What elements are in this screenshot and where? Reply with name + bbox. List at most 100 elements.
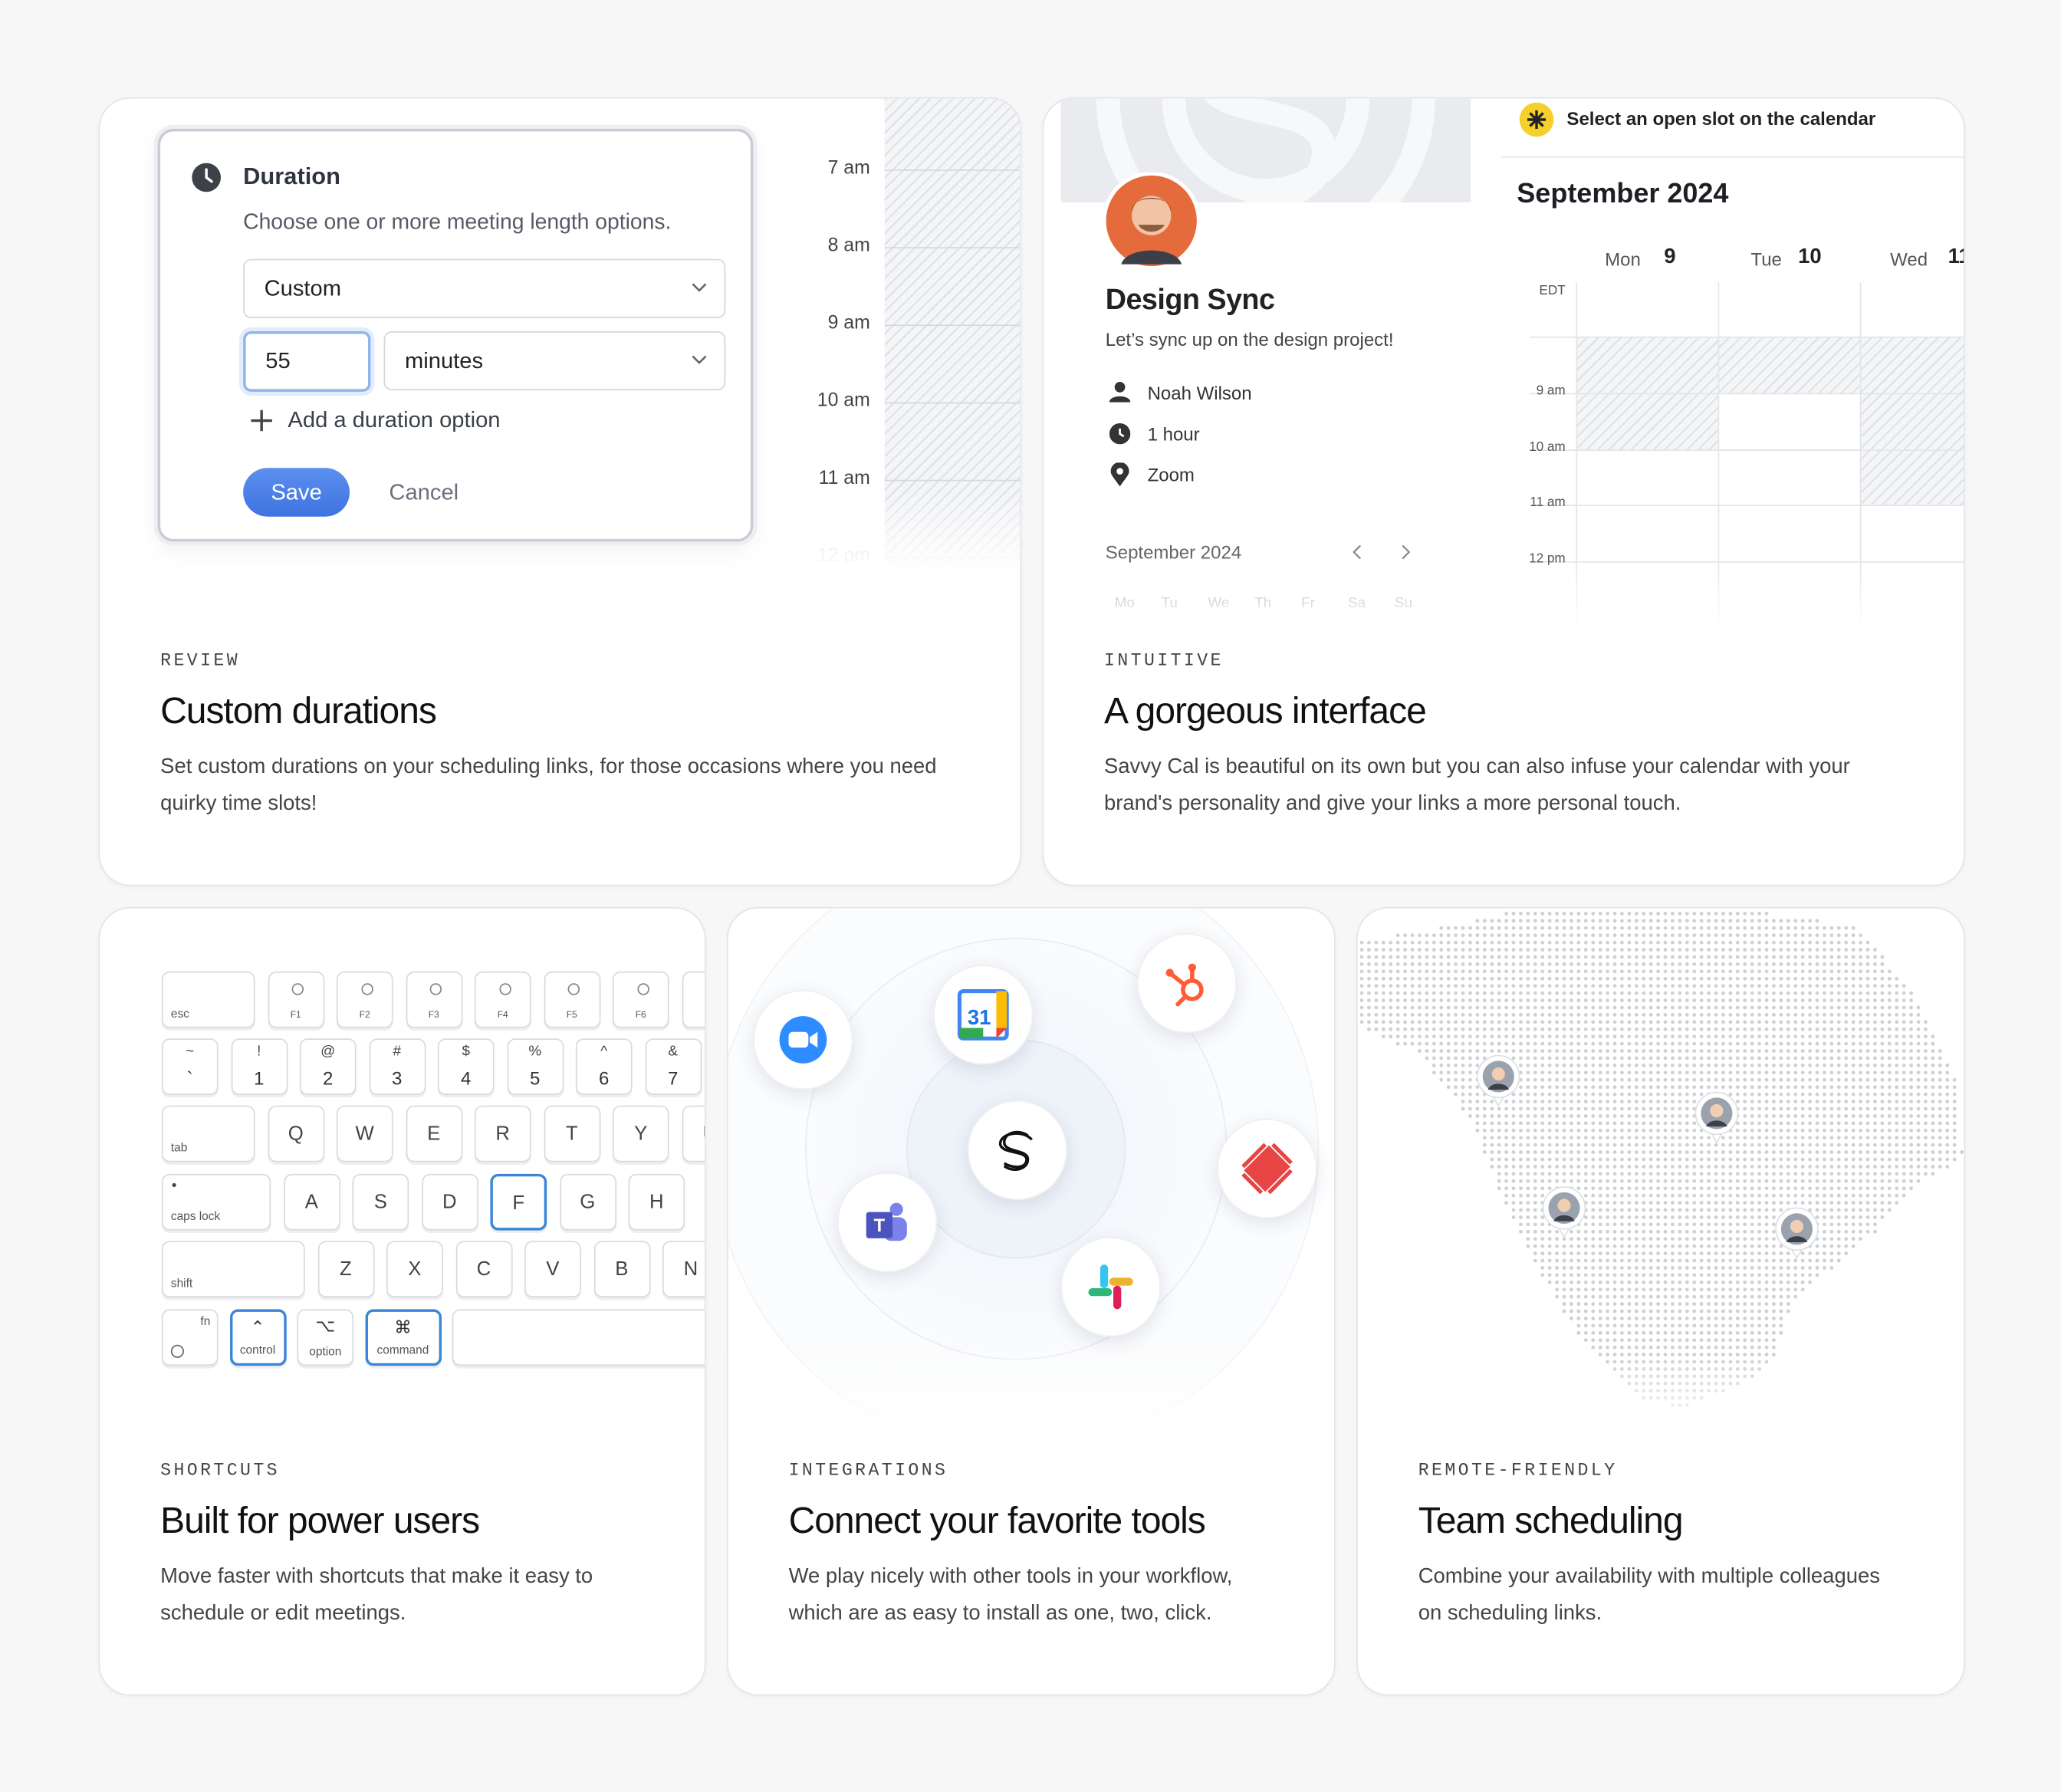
map-dot — [1750, 1013, 1754, 1017]
map-dot — [1728, 1027, 1733, 1031]
map-dot — [1620, 1013, 1624, 1017]
map-dot — [1648, 1056, 1653, 1060]
map-dot — [1526, 1150, 1530, 1154]
map-dot — [1389, 1034, 1393, 1039]
map-dot — [1627, 1309, 1632, 1314]
map-dot — [1714, 1070, 1718, 1075]
map-dot — [1468, 1049, 1472, 1053]
map-dot — [1663, 926, 1668, 930]
map-dot — [1714, 1034, 1718, 1039]
map-dot — [1591, 1302, 1596, 1306]
map-dot — [1699, 998, 1704, 1002]
save-button: Save — [243, 468, 350, 517]
map-dot — [1685, 1244, 1689, 1248]
map-dot — [1808, 1114, 1812, 1118]
map-dot — [1800, 1121, 1805, 1126]
map-dot — [1699, 1186, 1704, 1191]
map-dot — [1598, 1064, 1602, 1067]
fade — [783, 492, 1021, 572]
map-dot — [1663, 1165, 1668, 1169]
map-dot — [1533, 969, 1537, 974]
map-dot — [1902, 1143, 1906, 1147]
map-dot — [1887, 1208, 1892, 1212]
map-dot — [1793, 1150, 1798, 1154]
map-dot — [1612, 1157, 1617, 1162]
map-dot — [1497, 1034, 1501, 1039]
map-dot — [1410, 976, 1415, 981]
map-dot — [1772, 1027, 1776, 1031]
map-dot — [1952, 1114, 1957, 1118]
map-dot — [1533, 1005, 1537, 1010]
map-dot — [1786, 991, 1790, 995]
map-dot — [1721, 1294, 1725, 1299]
map-dot — [1591, 1092, 1596, 1097]
map-dot — [1779, 1251, 1783, 1255]
map-dot — [1418, 976, 1422, 981]
map-dot — [1606, 1330, 1609, 1335]
map-dot — [1612, 1273, 1617, 1277]
map-dot — [1620, 1229, 1624, 1234]
map-dot — [1395, 1034, 1400, 1039]
map-dot — [1468, 1106, 1472, 1111]
map-dot — [1786, 948, 1790, 952]
map-dot — [1583, 1056, 1588, 1060]
map-dot — [1540, 940, 1545, 945]
map-dot — [1836, 1034, 1841, 1039]
map-dot — [1663, 1179, 1668, 1183]
map-dot — [1591, 1338, 1596, 1343]
map-dot — [1699, 1013, 1704, 1017]
map-dot — [1606, 1251, 1609, 1255]
key: ⌘ command — [364, 1309, 442, 1366]
map-dot — [1482, 962, 1487, 966]
map-dot — [1583, 1229, 1588, 1234]
map-dot — [1612, 1020, 1617, 1024]
map-dot — [1570, 1128, 1573, 1133]
member-pin — [1694, 1091, 1739, 1144]
map-dot — [1743, 1114, 1747, 1118]
map-dot — [1779, 1106, 1783, 1111]
map-dot — [1678, 1128, 1682, 1133]
map-dot — [1808, 1201, 1812, 1205]
map-dot — [1620, 1157, 1624, 1162]
map-dot — [1642, 1106, 1646, 1111]
map-dot — [1924, 1020, 1928, 1024]
map-dot — [1389, 1027, 1393, 1031]
map-dot — [1612, 933, 1617, 938]
map-dot — [1750, 1215, 1754, 1219]
map-dot — [1887, 1020, 1892, 1024]
map-dot — [1576, 1114, 1581, 1118]
map-dot — [1678, 1330, 1682, 1335]
map-dot — [1576, 1064, 1581, 1067]
map-dot — [1562, 1077, 1566, 1082]
plus-icon — [251, 409, 272, 432]
map-dot — [1880, 1157, 1885, 1162]
map-dot — [1612, 1165, 1617, 1169]
map-dot — [1656, 1092, 1660, 1097]
map-dot — [1583, 926, 1588, 930]
map-dot — [1504, 1106, 1508, 1111]
map-dot — [1692, 1005, 1697, 1010]
map-dot — [1425, 948, 1429, 952]
map-dot — [1374, 1020, 1379, 1024]
map-dot — [1793, 962, 1798, 966]
map-dot — [1873, 1100, 1877, 1103]
map-dot — [1570, 1034, 1573, 1039]
map-dot — [1627, 940, 1632, 945]
map-dot — [1859, 962, 1862, 966]
map-dot — [1844, 926, 1849, 930]
map-dot — [1808, 1186, 1812, 1191]
map-dot — [1815, 1179, 1819, 1183]
map-dot — [1482, 1005, 1487, 1010]
map-dot — [1743, 1258, 1747, 1263]
day-name: Mon — [1605, 248, 1641, 270]
map-dot — [1570, 1266, 1573, 1270]
map-dot — [1432, 984, 1436, 988]
map-dot — [1634, 1128, 1639, 1133]
map-dot — [1772, 991, 1776, 995]
map-dot — [1823, 1034, 1826, 1039]
map-dot — [1591, 1193, 1596, 1198]
map-dot — [1873, 1049, 1877, 1053]
map-dot — [1764, 998, 1769, 1002]
map-dot — [1533, 1034, 1537, 1039]
map-dot — [1612, 984, 1617, 988]
